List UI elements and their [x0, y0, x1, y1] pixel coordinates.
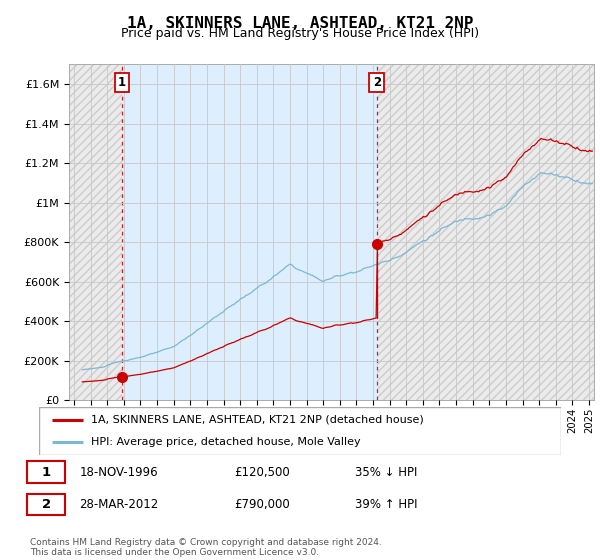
- Text: Price paid vs. HM Land Registry's House Price Index (HPI): Price paid vs. HM Land Registry's House …: [121, 27, 479, 40]
- Bar: [69, 64, 122, 400]
- Text: 2: 2: [41, 498, 50, 511]
- Text: 1A, SKINNERS LANE, ASHTEAD, KT21 2NP (detached house): 1A, SKINNERS LANE, ASHTEAD, KT21 2NP (de…: [91, 415, 424, 425]
- Text: Contains HM Land Registry data © Crown copyright and database right 2024.
This d: Contains HM Land Registry data © Crown c…: [30, 538, 382, 557]
- Text: 1: 1: [41, 466, 50, 479]
- Bar: [69, 64, 122, 400]
- Text: 1: 1: [118, 76, 126, 89]
- FancyBboxPatch shape: [27, 493, 65, 515]
- Text: 39% ↑ HPI: 39% ↑ HPI: [355, 498, 418, 511]
- Text: £790,000: £790,000: [234, 498, 290, 511]
- Text: £120,500: £120,500: [234, 466, 290, 479]
- Text: 35% ↓ HPI: 35% ↓ HPI: [355, 466, 418, 479]
- Text: 1A, SKINNERS LANE, ASHTEAD, KT21 2NP: 1A, SKINNERS LANE, ASHTEAD, KT21 2NP: [127, 16, 473, 31]
- Text: 18-NOV-1996: 18-NOV-1996: [79, 466, 158, 479]
- FancyBboxPatch shape: [27, 461, 65, 483]
- Bar: [377, 64, 594, 400]
- Text: 28-MAR-2012: 28-MAR-2012: [79, 498, 158, 511]
- Bar: [122, 64, 377, 400]
- Bar: [377, 64, 594, 400]
- Text: 2: 2: [373, 76, 381, 89]
- FancyBboxPatch shape: [39, 407, 561, 455]
- Text: HPI: Average price, detached house, Mole Valley: HPI: Average price, detached house, Mole…: [91, 437, 361, 447]
